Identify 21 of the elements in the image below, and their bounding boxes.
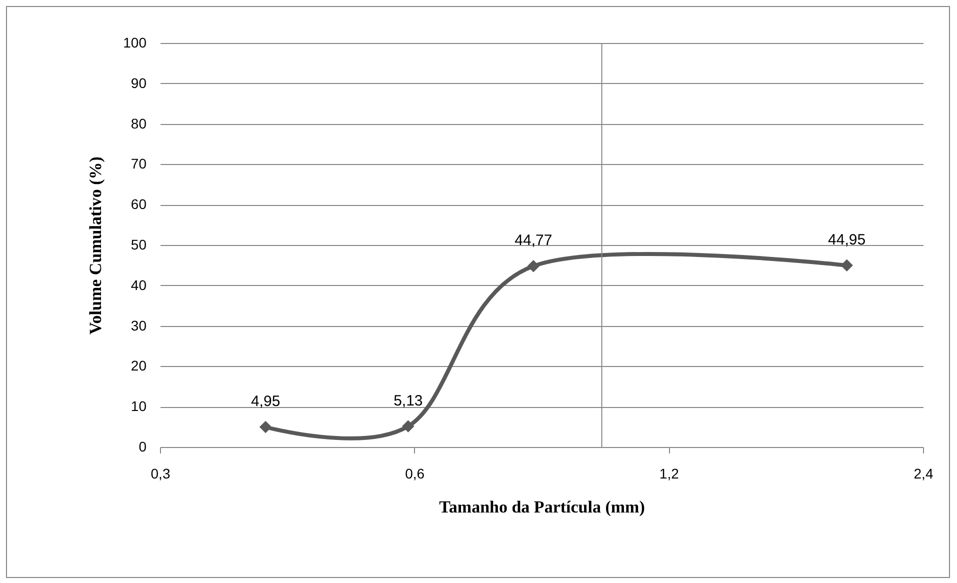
data-label: 44,95 <box>828 231 866 248</box>
y-tick-label: 40 <box>130 276 147 293</box>
x-axis-title: Tamanho da Partícula (mm) <box>439 498 645 516</box>
y-tick-label: 80 <box>130 115 147 132</box>
y-tick-label: 70 <box>130 156 147 172</box>
y-tick-label: 10 <box>130 398 147 414</box>
y-axis-title: Volume Cumulativo (%) <box>86 156 106 334</box>
x-tick-label: 0,6 <box>405 466 425 482</box>
x-tick-label: 0,3 <box>150 466 170 482</box>
x-tick-label: 2,4 <box>914 466 934 482</box>
y-tick-label: 30 <box>130 317 147 334</box>
y-tick-label: 20 <box>130 358 147 374</box>
data-label: 44,77 <box>514 232 552 250</box>
y-tick-label: 50 <box>130 236 147 252</box>
data-label: 5,13 <box>394 392 423 410</box>
y-tick-label: 100 <box>123 34 147 50</box>
x-tick-label: 1,2 <box>659 466 680 482</box>
data-label: 4,95 <box>250 393 280 410</box>
y-tick-label: 0 <box>138 438 147 454</box>
y-tick-label: 90 <box>130 74 147 91</box>
y-tick-label: 60 <box>130 196 147 212</box>
